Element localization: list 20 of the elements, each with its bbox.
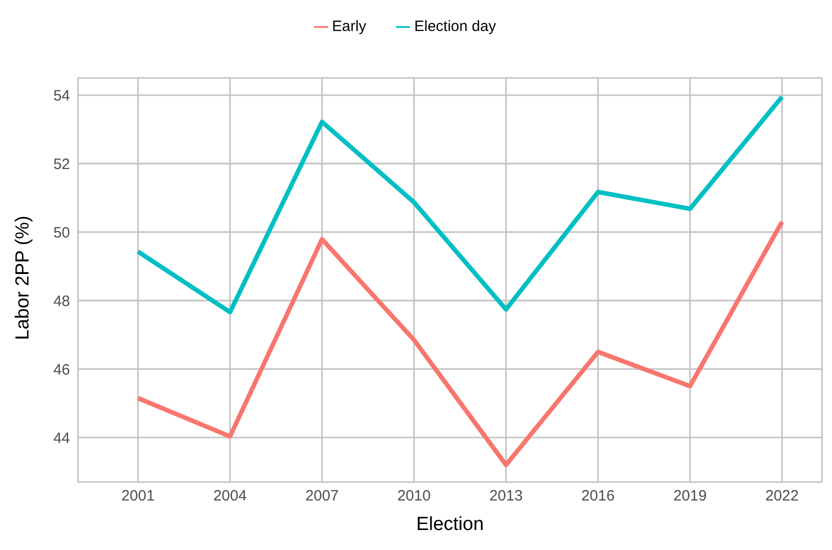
x-tick-label: 2019 <box>673 488 707 505</box>
line-series <box>136 220 784 468</box>
y-tick-label: 46 <box>53 361 70 378</box>
line-series <box>136 94 784 314</box>
y-axis-title: Labor 2PP (%) <box>12 216 34 340</box>
x-tick-label: 2010 <box>397 488 431 505</box>
y-tick-label: 50 <box>53 224 70 242</box>
y-tick-label: 44 <box>53 430 70 447</box>
legend-label: Early <box>332 18 366 35</box>
legend-label: Election day <box>414 18 496 35</box>
x-tick-label: 2004 <box>213 488 247 505</box>
x-tick-label: 2016 <box>581 488 615 505</box>
x-tick-label: 2001 <box>121 488 155 505</box>
x-tick-label: 2007 <box>305 488 339 505</box>
y-tick-label: 52 <box>53 156 70 173</box>
x-axis-title: Election <box>416 514 484 535</box>
y-tick-label: 48 <box>53 292 70 310</box>
y-tick-label: 54 <box>53 87 70 104</box>
x-tick-label: 2013 <box>489 488 523 505</box>
x-tick-label: 2022 <box>765 488 799 505</box>
